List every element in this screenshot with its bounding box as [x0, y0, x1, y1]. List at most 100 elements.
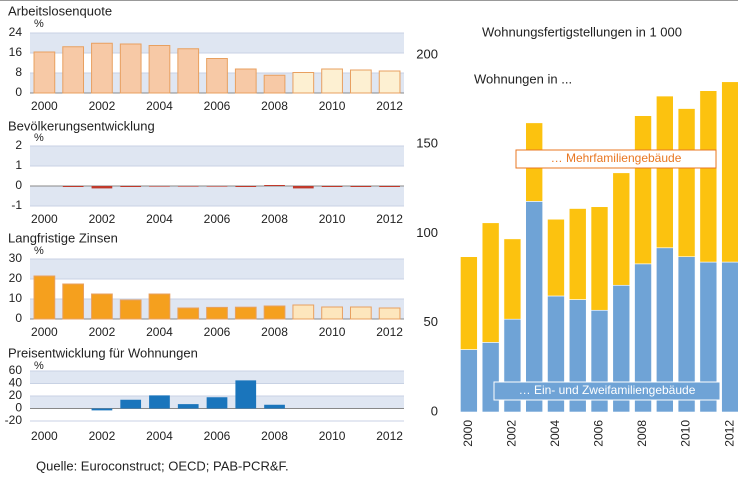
y-tick-label: 150	[416, 136, 438, 151]
bar	[206, 306, 228, 320]
y-tick-label: 8	[15, 65, 22, 79]
legend-label: … Mehrfamiliengebäude	[551, 151, 682, 165]
x-tick-label: 2012	[376, 99, 403, 113]
bar	[292, 72, 315, 94]
x-tick-label: 2008	[261, 429, 288, 443]
y-tick-label: 16	[9, 45, 23, 59]
bar-segment	[699, 90, 718, 263]
x-tick-label: 2010	[319, 429, 346, 443]
bar	[321, 68, 343, 94]
bar	[349, 306, 372, 320]
y-tick-label: 40	[9, 376, 23, 390]
chart-title: Preisentwicklung für Wohnungen	[8, 345, 198, 360]
bar	[62, 186, 84, 187]
grid-band	[30, 186, 404, 206]
y-tick-label: 200	[416, 46, 438, 61]
y-tick-label: 24	[9, 25, 23, 39]
bar	[119, 43, 142, 94]
bar	[177, 186, 199, 187]
y-tick-label: 0	[15, 401, 22, 415]
bar	[264, 185, 285, 186]
unit-label: %	[34, 360, 44, 372]
bar-segment	[460, 256, 478, 350]
source: Quelle: Euroconstruct; OECD; PAB-PCR&F.	[36, 458, 289, 473]
x-tick-label: 2004	[146, 99, 173, 113]
grid-band	[30, 259, 404, 279]
chart-title: Arbeitslosenquote	[8, 3, 112, 18]
bar-segment	[503, 238, 522, 320]
x-tick-label: 2000	[31, 325, 58, 339]
bar-segment	[721, 81, 738, 263]
x-tick-label: 2006	[204, 325, 231, 339]
bar-segment	[656, 95, 674, 249]
bar	[91, 186, 113, 189]
bar	[206, 58, 228, 94]
bar	[149, 395, 170, 409]
bar-segment	[612, 172, 631, 286]
bar	[350, 186, 372, 187]
bar	[177, 404, 199, 409]
bar-segment	[634, 115, 652, 265]
bar	[148, 45, 171, 94]
x-tick-label: 2006	[204, 429, 231, 443]
y-tick-label: 0	[15, 85, 22, 99]
bar	[177, 307, 200, 320]
bar	[378, 307, 401, 320]
x-tick-label: 2012	[376, 325, 403, 339]
y-tick-label: 60	[9, 363, 23, 377]
bar	[206, 397, 228, 409]
bar	[33, 275, 56, 320]
bar	[149, 186, 170, 187]
chart-title: Bevölkerungsentwicklung	[8, 118, 155, 133]
x-tick-label: 2012	[376, 429, 403, 443]
bar	[263, 74, 286, 94]
bar	[292, 186, 314, 189]
x-tick-label: 2002	[505, 420, 519, 447]
bar	[91, 42, 113, 94]
bar	[62, 283, 85, 320]
x-tick-label: 2000	[31, 429, 58, 443]
y-tick-label: -1	[11, 198, 22, 212]
bar	[235, 186, 257, 187]
bar	[379, 186, 400, 187]
x-tick-label: 2008	[261, 325, 288, 339]
x-tick-label: 2004	[146, 429, 173, 443]
x-tick-label: 2008	[261, 212, 288, 226]
x-tick-label: 2000	[31, 99, 58, 113]
bar-segment	[568, 208, 587, 300]
x-tick-label: 2006	[592, 420, 606, 447]
y-tick-label: 20	[9, 271, 23, 285]
x-tick-label: 2004	[146, 212, 173, 226]
bar-segment	[590, 206, 609, 311]
y-tick-label: 0	[15, 311, 22, 325]
y-tick-label: 100	[416, 225, 438, 240]
bar	[321, 186, 343, 187]
x-tick-label: 2000	[31, 212, 58, 226]
x-tick-label: 2010	[679, 420, 693, 447]
bar-segment	[481, 222, 500, 343]
x-tick-label: 2004	[146, 325, 173, 339]
legend-box	[515, 149, 717, 169]
bar-segment	[677, 108, 696, 258]
x-tick-label: 2000	[461, 420, 475, 447]
y-tick-label: 1	[15, 158, 22, 172]
legend-box	[493, 381, 721, 401]
bar	[292, 304, 315, 320]
x-tick-label: 2010	[319, 325, 346, 339]
legend-label: … Ein- und Zweifamiliengebäude	[519, 383, 696, 397]
y-tick-label: 20	[9, 388, 23, 402]
x-tick-label: 2002	[89, 99, 116, 113]
x-tick-label: 2004	[548, 420, 562, 447]
bar	[234, 68, 257, 94]
x-tick-label: 2002	[89, 429, 116, 443]
bar	[321, 306, 343, 320]
y-tick-label: 30	[9, 251, 23, 265]
bar	[234, 306, 257, 320]
bar	[263, 305, 286, 320]
y-tick-label: -20	[5, 413, 23, 427]
bar	[349, 69, 372, 94]
bar-segment	[525, 201, 543, 413]
bar-segment	[460, 349, 478, 413]
x-tick-label: 2002	[89, 325, 116, 339]
bar	[148, 293, 171, 320]
